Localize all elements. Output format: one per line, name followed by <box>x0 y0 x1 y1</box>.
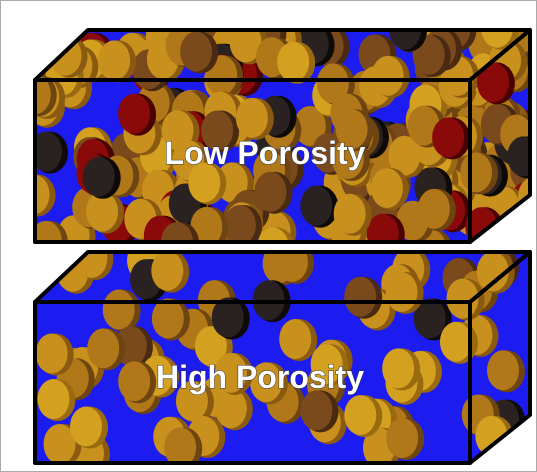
box-label: High Porosity <box>156 359 364 395</box>
grain-face <box>300 390 332 430</box>
grain-face <box>70 407 102 447</box>
grain-face <box>386 272 418 312</box>
grain-face <box>432 117 464 157</box>
porosity-diagram: Low Porosity High Porosity <box>0 0 537 472</box>
high-porosity-box <box>14 235 530 472</box>
grain-face <box>344 277 376 317</box>
grain-face <box>118 361 150 401</box>
grain-face <box>440 322 472 362</box>
grain-face <box>83 157 115 197</box>
grain-face <box>236 98 268 138</box>
grain-face <box>487 350 519 390</box>
grain-face <box>279 319 311 359</box>
grain-face <box>386 418 418 458</box>
grain-face <box>277 42 309 82</box>
grain-face <box>460 152 492 192</box>
box-label: Low Porosity <box>165 135 366 171</box>
grain-face <box>300 186 332 226</box>
grain-face <box>152 298 184 338</box>
grain-face <box>344 395 376 435</box>
grain-face <box>87 328 119 368</box>
grain-face <box>151 251 183 291</box>
page: Low Porosity High Porosity (() => { cons… <box>0 0 537 472</box>
grain-face <box>372 56 404 96</box>
grain-face <box>334 194 366 234</box>
grain-face <box>36 334 68 374</box>
grain-face <box>371 168 403 208</box>
grain-face <box>98 40 130 80</box>
grain-face <box>254 172 286 212</box>
grain-face <box>224 205 256 245</box>
grain-face <box>418 189 450 229</box>
grain-face <box>103 290 135 330</box>
grain-face <box>118 94 150 134</box>
grain-face <box>37 379 69 419</box>
grain-face <box>180 32 212 72</box>
grain-face <box>382 348 414 388</box>
